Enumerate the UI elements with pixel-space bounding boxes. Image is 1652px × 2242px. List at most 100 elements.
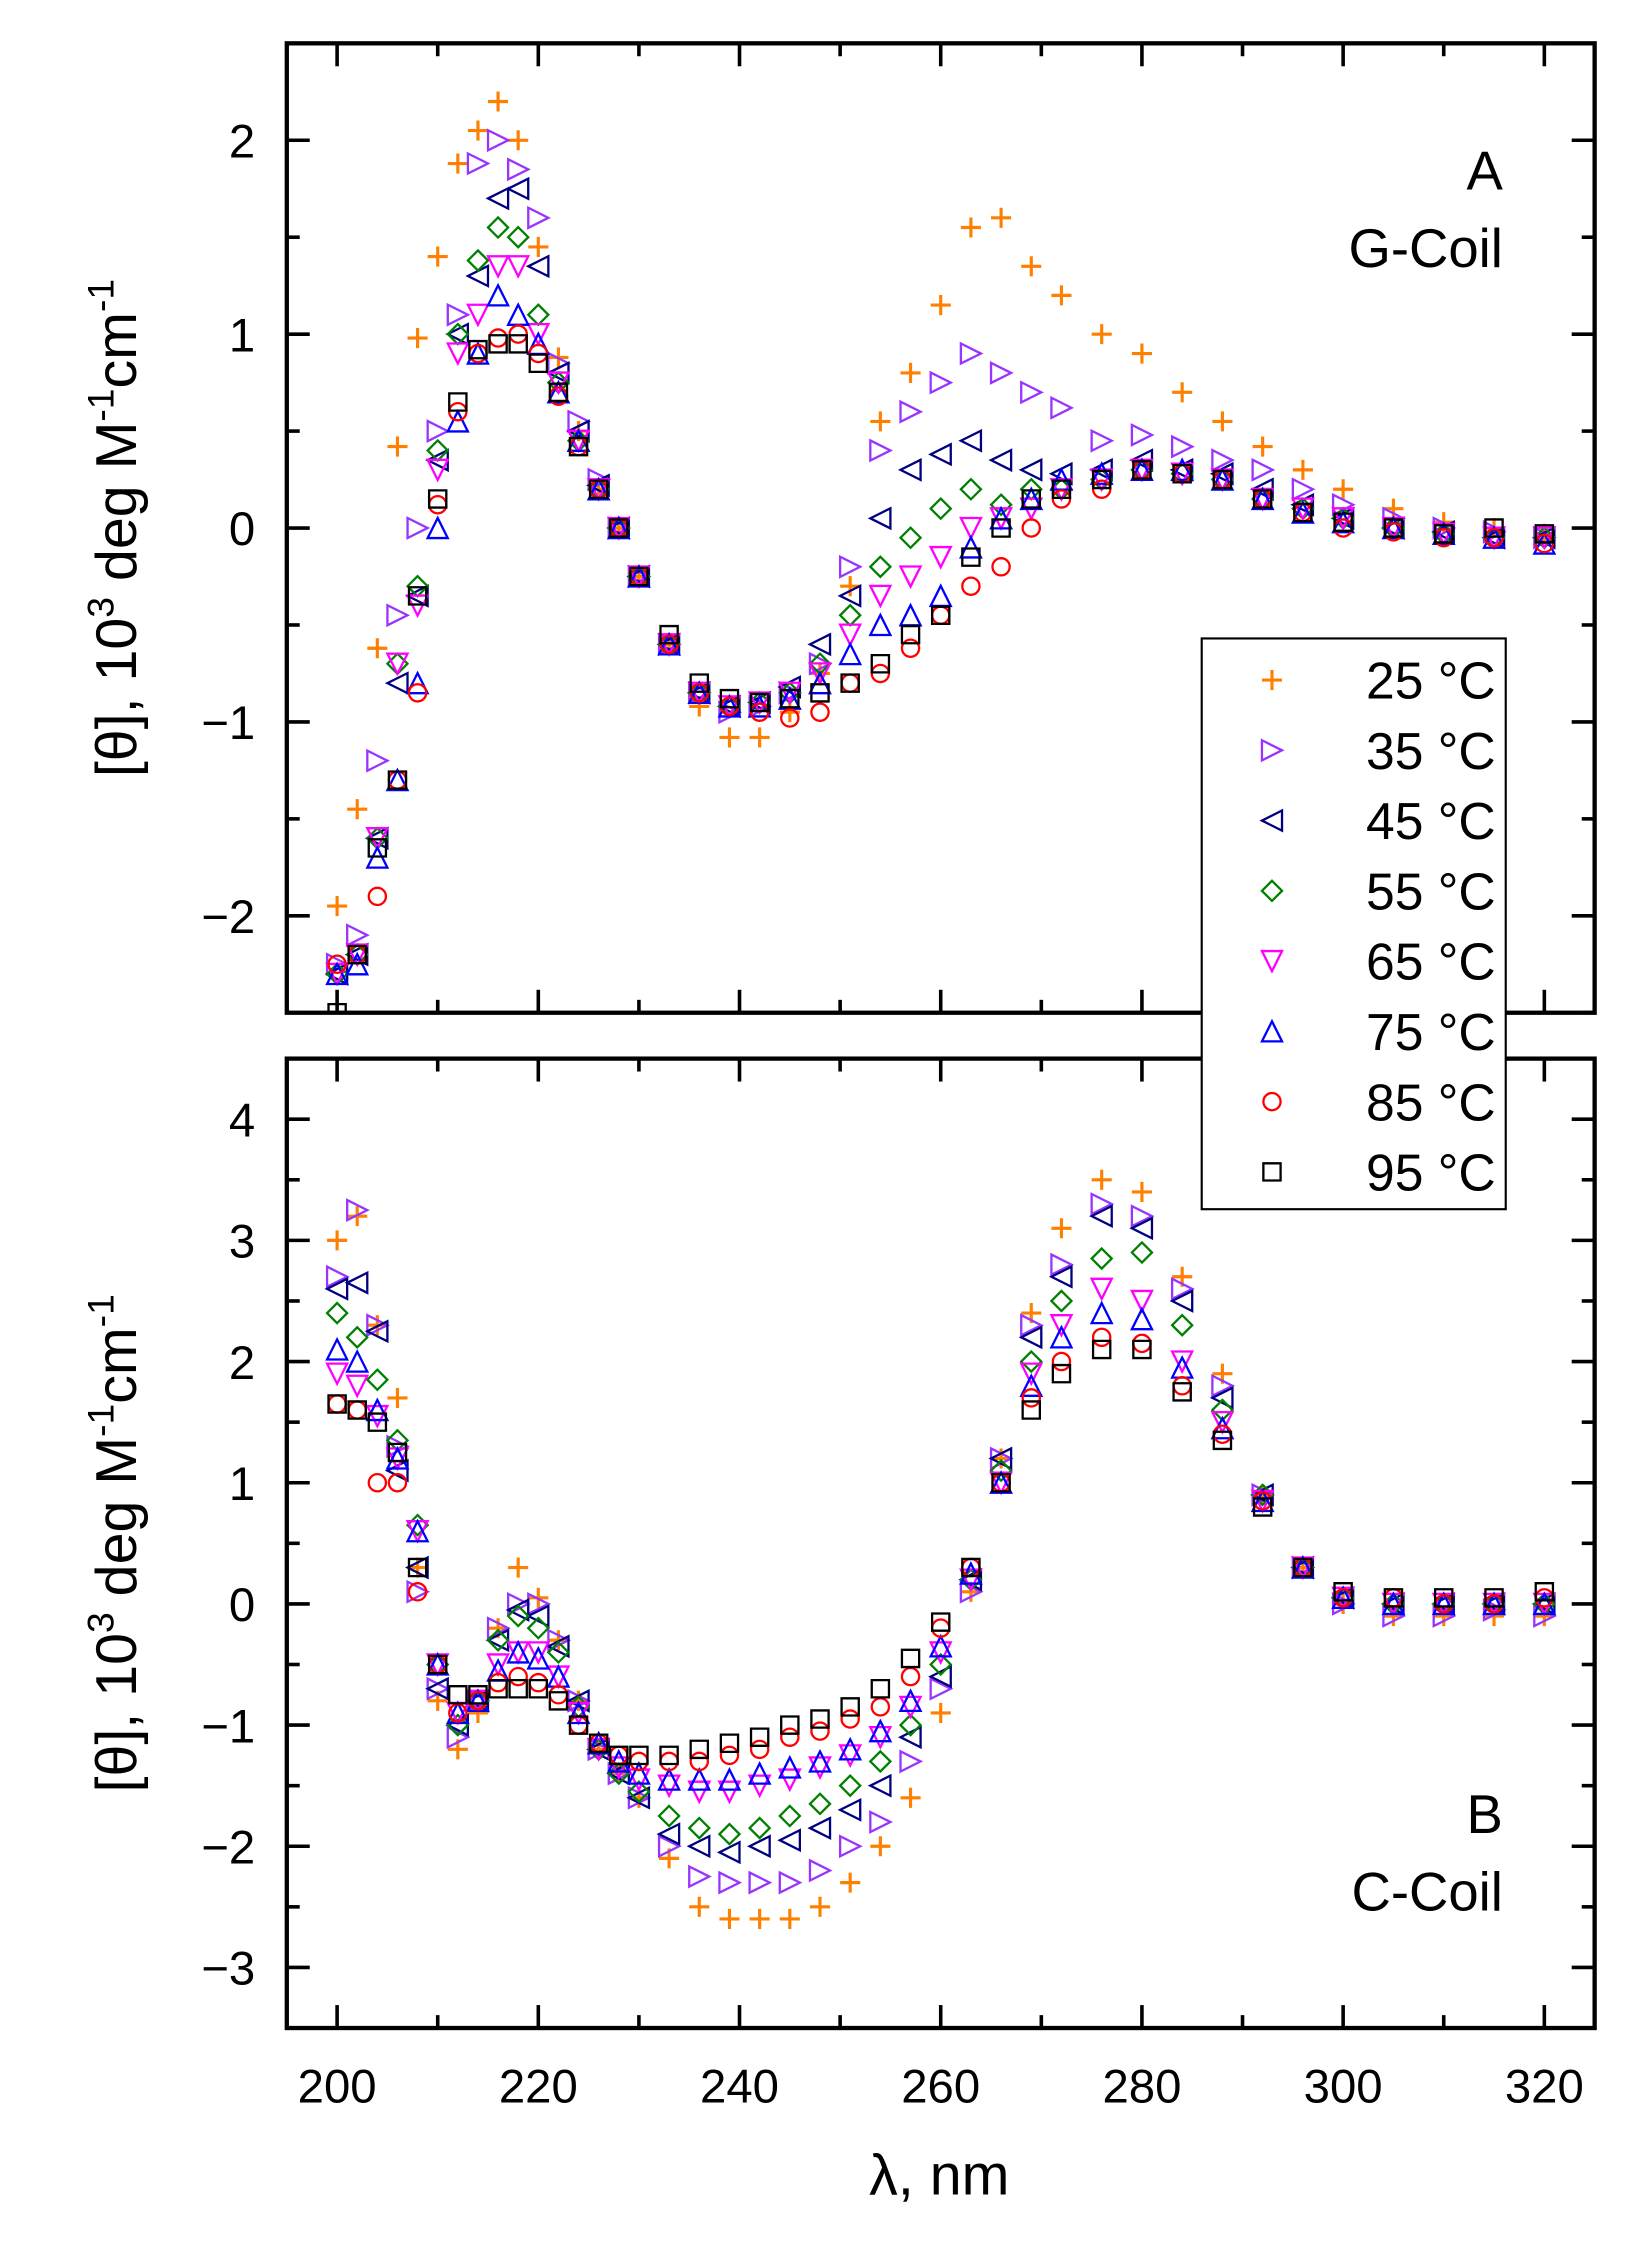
data-point [327, 1230, 348, 1251]
data-point [1130, 423, 1155, 447]
series-95c [327, 334, 1555, 1013]
data-point [1210, 1410, 1235, 1435]
data-point [780, 1727, 800, 1747]
data-point [405, 1518, 430, 1543]
data-point [608, 517, 629, 539]
data-point [387, 1387, 408, 1408]
data-point [1170, 1313, 1194, 1337]
data-point [1383, 518, 1404, 538]
data-point [930, 295, 951, 316]
data-point [657, 1834, 682, 1859]
data-point [838, 1834, 863, 1859]
data-point [958, 428, 983, 453]
data-point [870, 1697, 891, 1717]
data-point [959, 477, 983, 501]
data-point [345, 1348, 370, 1373]
data-point [528, 353, 549, 373]
data-point [719, 727, 740, 748]
data-point [989, 493, 1013, 517]
data-point [627, 1780, 651, 1804]
data-point [327, 954, 347, 975]
data-point [425, 1653, 450, 1678]
data-point [404, 1555, 429, 1580]
data-point [898, 1713, 923, 1737]
data-point [387, 770, 408, 790]
data-point [405, 1520, 430, 1544]
data-point [1333, 512, 1353, 532]
data-point [749, 1908, 770, 1930]
data-point [657, 1774, 681, 1799]
data-point [568, 1715, 589, 1735]
data-point [1170, 1355, 1195, 1379]
data-point [325, 1301, 349, 1325]
data-point [747, 1774, 772, 1799]
data-point [1019, 1349, 1043, 1374]
data-point [448, 392, 468, 412]
data-point [385, 1445, 410, 1470]
data-point [989, 1470, 1013, 1494]
data-point [838, 623, 863, 648]
data-point [838, 554, 863, 579]
data-point [718, 1870, 743, 1895]
data-point [327, 1394, 347, 1414]
data-point [324, 1276, 349, 1301]
data-point [426, 419, 451, 443]
data-point [1090, 1192, 1115, 1216]
data-point [780, 1715, 800, 1735]
data-point [1533, 1604, 1557, 1628]
data-point [526, 1641, 551, 1665]
data-point [506, 225, 530, 249]
data-point [777, 1828, 802, 1853]
x-tick-label: 320 [1505, 2061, 1584, 2114]
data-point [1091, 1169, 1112, 1190]
data-point [1018, 457, 1043, 482]
data-point [748, 1870, 773, 1895]
data-point [485, 186, 510, 211]
data-point [606, 515, 631, 540]
data-point [808, 1792, 832, 1816]
data-point [747, 1834, 771, 1859]
data-point [366, 1313, 390, 1338]
data-point [586, 1730, 611, 1755]
data-point [1212, 469, 1233, 490]
data-point [988, 1446, 1013, 1471]
data-point [869, 1810, 893, 1834]
data-point [777, 1768, 802, 1793]
data-point [506, 302, 531, 326]
data-point [1051, 1218, 1072, 1239]
data-point [346, 1198, 370, 1222]
panel-b-name: C-Coil [1352, 1861, 1503, 1922]
data-point [719, 688, 740, 709]
data-point [689, 1751, 710, 1772]
data-point [467, 120, 488, 141]
data-point [749, 1739, 770, 1760]
data-point [1534, 524, 1555, 544]
data-point [505, 176, 530, 201]
data-point [1021, 518, 1042, 538]
y-label-text: deg M [85, 422, 149, 597]
data-point [466, 303, 490, 328]
data-point [778, 1870, 803, 1895]
y-axis-label: [θ], 103 deg M-1cm-1 [79, 1294, 149, 1792]
data-point [1172, 382, 1193, 403]
data-point [1383, 1588, 1404, 1608]
data-point [928, 1633, 953, 1658]
triangle-left-marker-icon [1259, 808, 1284, 833]
series-35c [325, 1192, 1557, 1895]
data-point [1048, 1264, 1073, 1289]
data-point [607, 1761, 631, 1786]
data-point [445, 322, 470, 347]
data-point [900, 1648, 921, 1669]
data-point [1049, 1289, 1074, 1313]
data-point [1132, 1333, 1152, 1354]
data-point [327, 1002, 347, 1013]
data-point [1431, 521, 1456, 546]
data-point [868, 1726, 893, 1750]
data-point [898, 1688, 923, 1713]
data-point [989, 1471, 1013, 1496]
data-point [347, 1400, 367, 1420]
data-point [588, 1733, 609, 1754]
data-point [717, 1767, 742, 1791]
data-point [689, 1896, 710, 1917]
data-point [899, 1749, 924, 1774]
